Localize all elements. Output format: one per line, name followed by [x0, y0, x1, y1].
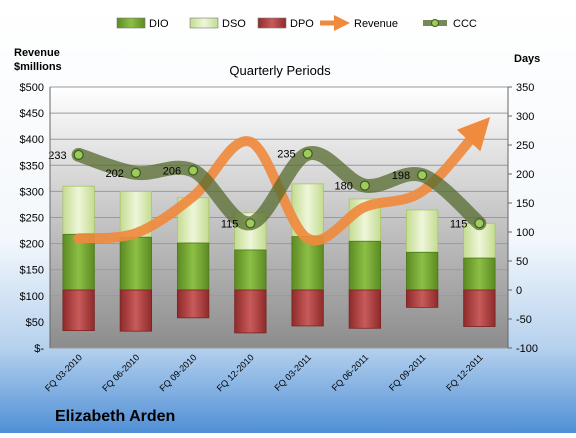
right-tick-label: 50 [516, 256, 528, 268]
bar-series [62, 183, 496, 334]
right-tick-label: 250 [516, 140, 534, 152]
ccc-data-label: 115 [450, 218, 468, 230]
left-tick-label: $200 [20, 239, 44, 251]
legend-swatch [189, 17, 219, 29]
left-tick-label: $250 [20, 213, 44, 225]
dio-bar [176, 242, 210, 291]
right-tick-label: 200 [516, 169, 534, 181]
right-tick-label: -50 [516, 314, 532, 326]
line-series: 233 202 206 115 235 180 198 115 [48, 116, 491, 246]
dpo-bar [348, 289, 382, 329]
dio-bar [62, 233, 95, 291]
left-tick-label: $100 [20, 291, 44, 303]
dso-bar [62, 185, 95, 235]
dpo-bar [62, 289, 95, 331]
left-tick-label: $500 [20, 82, 44, 94]
ccc-point [73, 149, 84, 160]
ccc-data-label: 115 [221, 218, 239, 230]
left-axis-label: Revenue $millions [14, 47, 62, 73]
legend-label: DPO [290, 18, 314, 30]
dio-bar [463, 257, 496, 291]
dpo-bar [405, 289, 439, 308]
legend-label: CCC [453, 18, 477, 30]
legend-marker [431, 19, 439, 27]
left-tick-label: $300 [20, 186, 44, 198]
ccc-point [188, 165, 199, 176]
left-tick-label: $- [34, 343, 44, 355]
ccc-point [359, 180, 370, 191]
left-tick-label: $350 [20, 160, 44, 172]
right-tick-label: 0 [516, 285, 522, 297]
dio-bar [291, 236, 324, 291]
ccc-point [302, 148, 313, 159]
legend: DIO DSO DPO Revenue CCC [116, 14, 477, 32]
dpo-bar [119, 289, 153, 332]
dio-bar [234, 249, 267, 291]
legend-swatch [257, 17, 287, 29]
ccc-point [417, 170, 428, 181]
dpo-bar [234, 289, 267, 334]
left-tick-label: $450 [20, 108, 44, 120]
dpo-bar [291, 289, 324, 327]
left-tick-label: $50 [26, 317, 44, 329]
ccc-data-label: 180 [335, 181, 353, 193]
legend-label: Revenue [354, 18, 398, 30]
dio-bar [348, 240, 382, 291]
chart-title: Quarterly Periods [229, 63, 331, 78]
ccc-data-label: 202 [106, 168, 124, 180]
right-tick-label: 100 [516, 227, 534, 239]
ccc-line [71, 146, 487, 231]
legend-swatch [116, 17, 146, 29]
ccc-point [474, 218, 485, 229]
ccc-point [130, 167, 141, 178]
dso-bar [405, 209, 439, 253]
ccc-data-label: 198 [392, 170, 410, 182]
left-axis-label-line: $millions [14, 61, 62, 73]
left-tick-label: $400 [20, 134, 44, 146]
right-tick-label: -100 [516, 343, 538, 355]
right-tick-label: 300 [516, 111, 534, 123]
left-tick-label: $150 [20, 265, 44, 277]
dio-bar [405, 251, 439, 291]
right-tick-label: 350 [516, 82, 534, 94]
legend-label: DIO [149, 18, 169, 30]
ccc-data-label: 206 [163, 166, 181, 178]
dpo-bar [463, 289, 496, 327]
right-axis-label: Days [514, 53, 540, 65]
right-tick-label: 150 [516, 198, 534, 210]
dio-bar [119, 236, 153, 291]
ccc-point [245, 218, 256, 229]
company-name: Elizabeth Arden [55, 408, 175, 425]
legend-label: DSO [222, 18, 246, 30]
dpo-bar [176, 289, 210, 319]
ccc-data-label: 233 [48, 150, 66, 162]
left-axis-label-line: Revenue [14, 47, 60, 59]
ccc-data-label: 235 [277, 149, 295, 161]
